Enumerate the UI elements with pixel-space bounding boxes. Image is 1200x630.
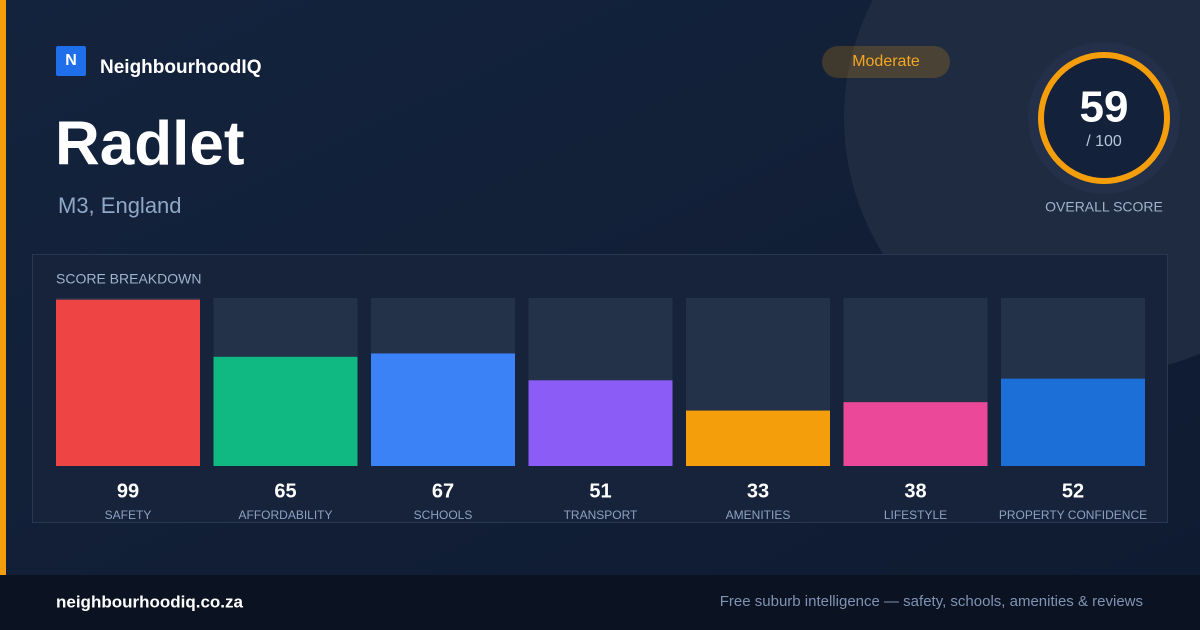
brand-name: NeighbourhoodIQ	[100, 57, 261, 78]
bar-label: AMENITIES	[726, 508, 791, 522]
badge-bg	[822, 46, 950, 78]
bar-label: PROPERTY CONFIDENCE	[999, 508, 1147, 522]
score-ring	[1038, 52, 1170, 184]
footer-domain: neighbourhoodiq.co.za	[56, 592, 244, 611]
bar	[528, 380, 673, 466]
overall-score: 59	[1080, 83, 1129, 132]
bar-value: 51	[589, 480, 611, 502]
bar	[56, 299, 200, 466]
bar	[371, 353, 515, 466]
bar	[686, 410, 830, 466]
page-title: Radlet	[55, 109, 244, 178]
footer-tagline: Free suburb intelligence — safety, schoo…	[720, 593, 1143, 610]
breakdown-title: SCORE BREAKDOWN	[56, 271, 201, 287]
footer	[0, 575, 1200, 630]
bar-value: 52	[1062, 480, 1084, 502]
bar-value: 33	[747, 480, 769, 502]
score-max: / 100	[1086, 133, 1122, 150]
logo-box	[56, 46, 86, 76]
bar-label: TRANSPORT	[564, 508, 638, 522]
bar	[213, 356, 358, 466]
location: M3, England	[58, 193, 182, 218]
score-label: OVERALL SCORE	[1045, 199, 1163, 215]
bar-label: SCHOOLS	[414, 508, 473, 522]
bar-label: LIFESTYLE	[884, 508, 947, 522]
badge: Moderate	[852, 53, 920, 70]
accent-stripe	[0, 0, 6, 575]
bar-label: AFFORDABILITY	[238, 508, 332, 522]
bar-label: SAFETY	[105, 508, 152, 522]
bar-value: 38	[904, 480, 926, 502]
bar	[1001, 378, 1145, 466]
bar-value: 99	[117, 480, 139, 502]
bar-value: 67	[432, 480, 454, 502]
bar-value: 65	[274, 480, 296, 502]
logo-letter: N	[65, 52, 77, 69]
bar	[843, 402, 988, 466]
